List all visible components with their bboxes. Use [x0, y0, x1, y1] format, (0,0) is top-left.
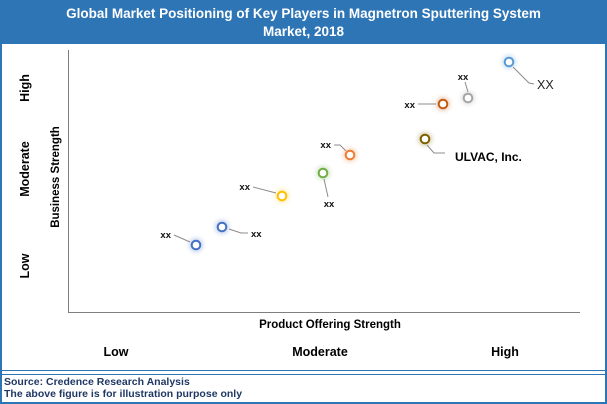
footer-divider-line [0, 370, 607, 375]
chart-title-line-2: Market, 2018 [262, 24, 345, 39]
point-label-7: xx [404, 100, 415, 111]
data-point-3 [276, 190, 288, 202]
x-tick-high: High [491, 345, 519, 359]
x-tick-moderate: Moderate [292, 345, 348, 359]
source-text: Source: Credence Research Analysis [4, 376, 190, 388]
data-point-7 [437, 98, 449, 110]
y-tick-moderate: Moderate [18, 141, 32, 197]
chart-title-line-1: Global Market Positioning of Key Players… [66, 6, 541, 21]
point-label-4: xx [324, 199, 335, 210]
point-label-3: xx [239, 182, 250, 193]
leader-line-8 [464, 81, 469, 93]
data-point-2 [216, 221, 228, 233]
leader-line-9 [512, 66, 535, 85]
leader-line-3 [252, 186, 277, 194]
data-point-8 [462, 92, 474, 104]
x-axis-label: Product Offering Strength [259, 319, 401, 331]
leader-line-4 [323, 178, 329, 198]
point-label-8: xx [458, 72, 469, 83]
x-tick-low: Low [103, 345, 129, 359]
data-point-4 [317, 167, 329, 179]
chart-title-bar: Global Market Positioning of Key Players… [0, 0, 607, 44]
leader-line-1 [173, 234, 191, 243]
data-point-1 [190, 239, 202, 251]
leader-line-2 [228, 228, 248, 234]
plot-area-border [68, 50, 580, 313]
disclaimer-text: The above figure is for illustration pur… [4, 387, 243, 400]
point-label-9: XX [537, 78, 554, 92]
data-point-6 [419, 133, 431, 145]
point-label-6: ULVAC, Inc. [455, 150, 522, 164]
y-axis-label: Business Strength [50, 126, 62, 228]
data-point-9 [503, 56, 515, 68]
point-label-5: xx [320, 140, 331, 151]
leader-line-6 [426, 144, 445, 154]
y-tick-high: High [18, 74, 32, 102]
y-tick-low: Low [18, 253, 32, 279]
leader-line-5 [334, 144, 347, 152]
data-point-5 [344, 149, 356, 161]
footer: Source: Credence Research Analysis The a… [4, 376, 603, 400]
point-label-2: xx [251, 229, 262, 240]
point-label-1: xx [160, 230, 171, 241]
